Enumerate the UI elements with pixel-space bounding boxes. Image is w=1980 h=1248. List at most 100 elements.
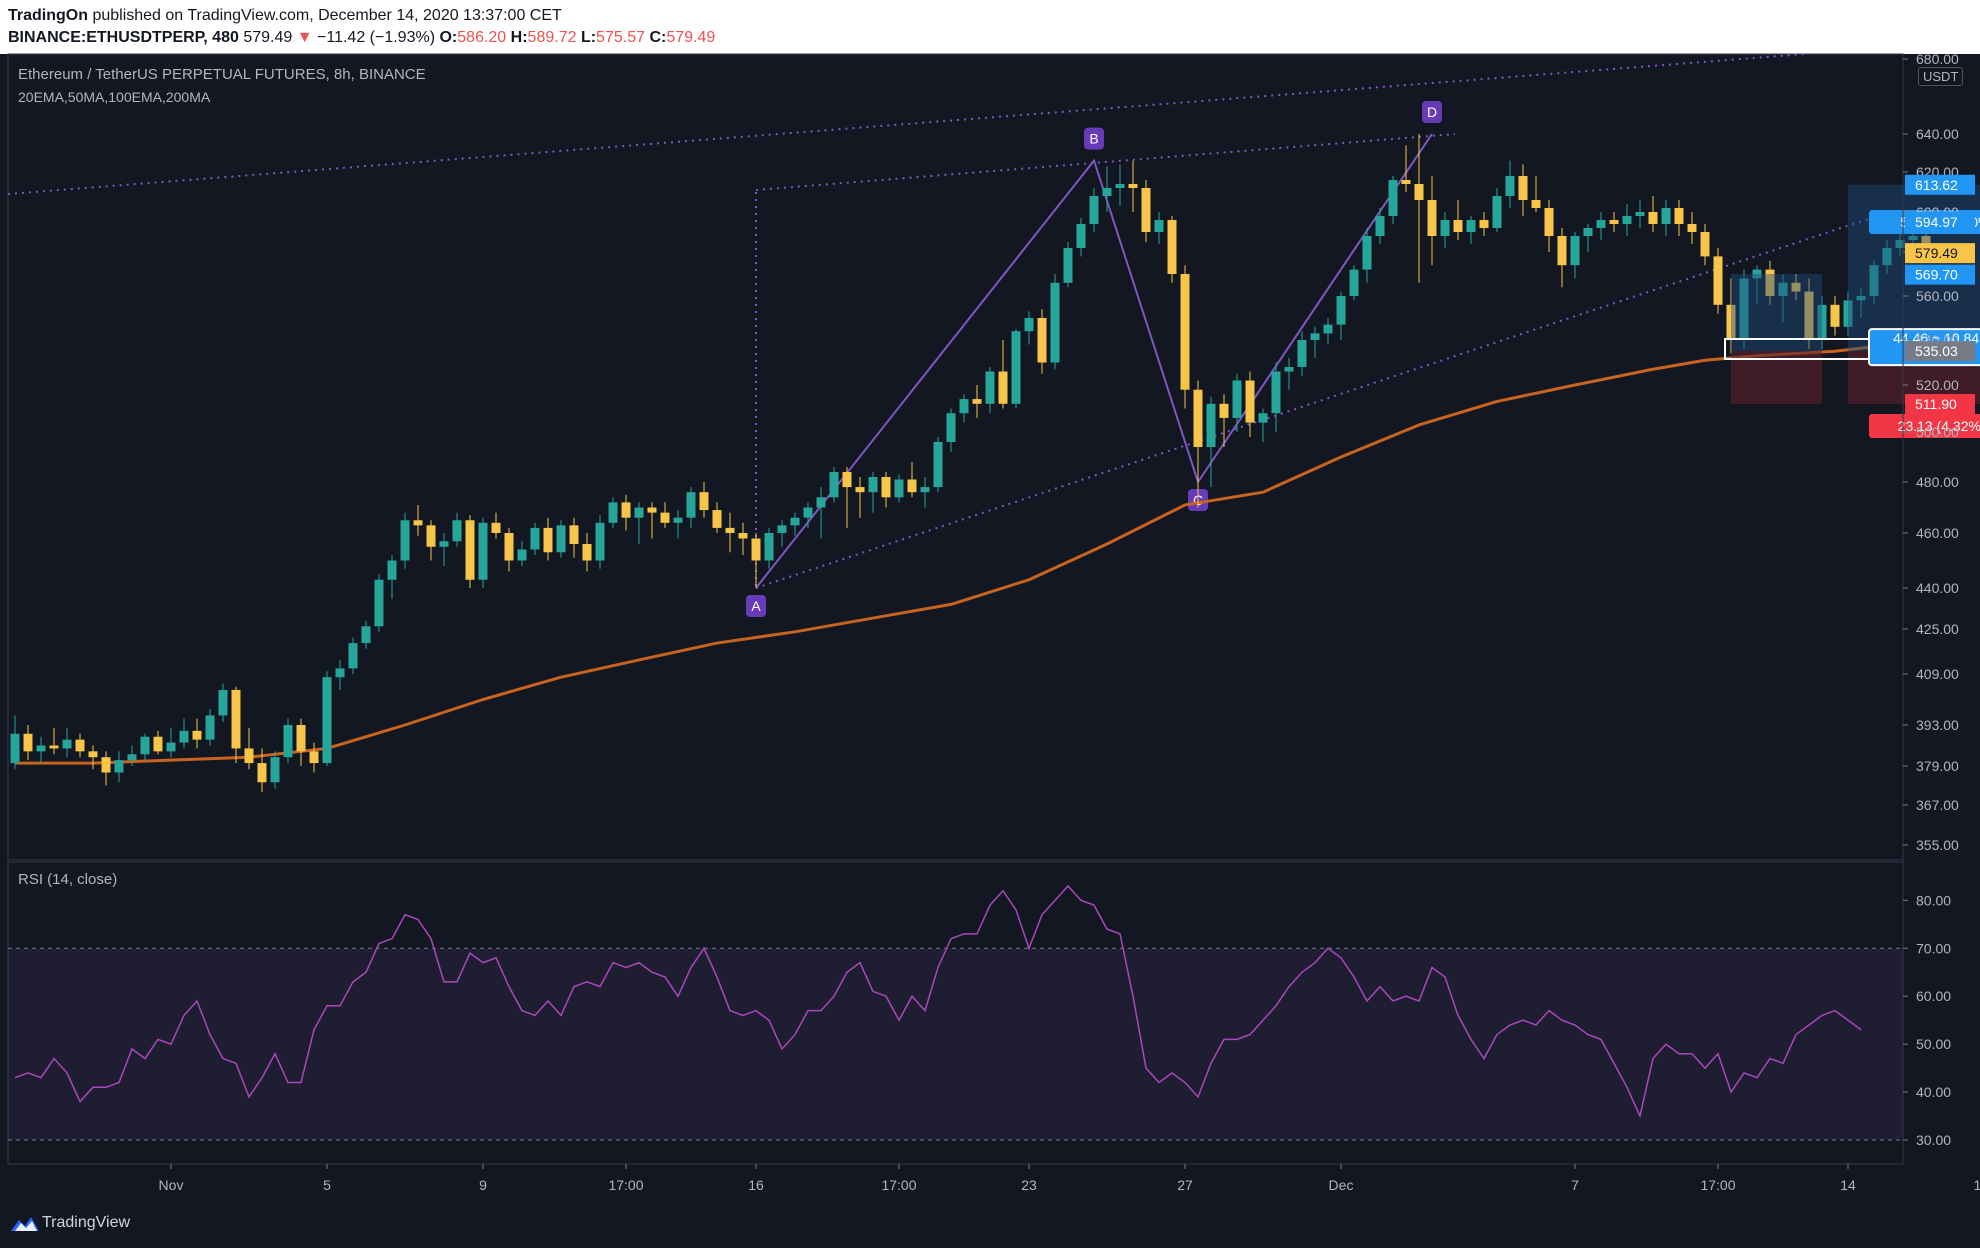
price-tag[interactable] [1905,341,1975,362]
candle[interactable] [1882,248,1892,266]
candle[interactable] [1778,282,1788,296]
candle[interactable] [1050,282,1060,363]
candle[interactable] [218,689,228,716]
price-tag[interactable] [1905,174,1975,195]
currency-label[interactable]: USDT [1918,67,1964,86]
candle[interactable] [777,525,787,533]
candle[interactable] [1817,304,1827,340]
candle[interactable] [1752,269,1762,279]
stop-label-box[interactable] [1869,414,1980,439]
candle[interactable] [1362,236,1372,270]
candle[interactable] [1687,224,1697,232]
candle[interactable] [114,760,124,773]
tradingview-logo-icon[interactable] [10,1214,40,1234]
candle[interactable] [1219,403,1229,418]
candle[interactable] [270,757,280,783]
candle[interactable] [36,745,46,752]
candle[interactable] [23,733,33,752]
channel-lower-line[interactable] [755,214,1881,589]
abcd-pattern-line[interactable] [755,133,1433,589]
candle[interactable] [868,477,878,493]
candle[interactable] [179,730,189,743]
candle[interactable] [504,533,514,561]
candle[interactable] [1609,220,1619,224]
price-tag[interactable] [1905,243,1975,264]
abcd-label-B[interactable] [1084,127,1104,150]
candle[interactable] [1700,232,1710,257]
candle[interactable] [1232,380,1242,418]
candle[interactable] [1596,220,1606,228]
candle[interactable] [1830,304,1840,327]
candle[interactable] [296,725,306,752]
candle[interactable] [205,715,215,740]
candle[interactable] [1141,188,1151,232]
candle[interactable] [140,736,150,755]
rsi-line[interactable] [14,884,1862,1119]
price-tag[interactable] [1905,212,1975,233]
candle[interactable] [998,371,1008,404]
candle[interactable] [1154,220,1164,232]
candle[interactable] [244,748,254,764]
candle[interactable] [491,522,501,533]
candle[interactable] [660,512,670,523]
candle[interactable] [192,730,202,740]
candle[interactable] [452,520,462,542]
candle[interactable] [816,497,826,508]
candle[interactable] [790,517,800,526]
candle[interactable] [530,527,540,550]
candle[interactable] [712,510,722,528]
candle[interactable] [673,517,683,523]
candle[interactable] [517,549,527,561]
candle[interactable] [1180,274,1190,390]
candle[interactable] [959,399,969,414]
candle[interactable] [595,522,605,561]
candle[interactable] [1518,176,1528,200]
candle[interactable] [764,533,774,561]
candle[interactable] [426,525,436,547]
candle[interactable] [1037,318,1047,363]
candle[interactable] [907,479,917,493]
candle[interactable] [348,643,358,669]
candle[interactable] [1492,196,1502,228]
candle[interactable] [1544,208,1554,236]
candle[interactable] [361,626,371,644]
candle[interactable] [1206,403,1216,447]
candle[interactable] [1453,220,1463,232]
candle[interactable] [309,751,319,764]
candle[interactable] [699,492,709,511]
candle[interactable] [556,525,566,553]
candle[interactable] [1167,220,1177,274]
candle[interactable] [335,668,345,678]
price-tag[interactable] [1905,264,1975,285]
candle[interactable] [1661,208,1671,224]
candle[interactable] [543,527,553,553]
candle[interactable] [1479,220,1489,228]
candle[interactable] [75,739,85,752]
candle[interactable] [387,560,397,580]
candle[interactable] [1336,296,1346,325]
candle[interactable] [933,442,943,488]
candle[interactable] [803,507,813,518]
candle[interactable] [634,507,644,518]
candle[interactable] [1284,367,1294,372]
candle[interactable] [1063,248,1073,283]
channel-inner-upper-line[interactable] [755,133,1456,191]
candle[interactable] [49,745,59,749]
candle[interactable] [1427,200,1437,236]
candle[interactable] [1791,282,1801,292]
candle[interactable] [1583,228,1593,236]
candle[interactable] [101,757,111,773]
candle[interactable] [62,739,72,749]
candle[interactable] [283,725,293,758]
candle[interactable] [1739,278,1749,340]
candle[interactable] [374,579,384,627]
candle[interactable] [751,538,761,561]
candle[interactable] [855,487,865,493]
candle[interactable] [166,742,176,752]
candle[interactable] [1089,196,1099,224]
ma-200-line[interactable] [15,345,1875,765]
abcd-label-A[interactable] [746,595,766,617]
candle[interactable] [1349,269,1359,296]
candle[interactable] [1674,208,1684,224]
candle[interactable] [1726,304,1736,340]
